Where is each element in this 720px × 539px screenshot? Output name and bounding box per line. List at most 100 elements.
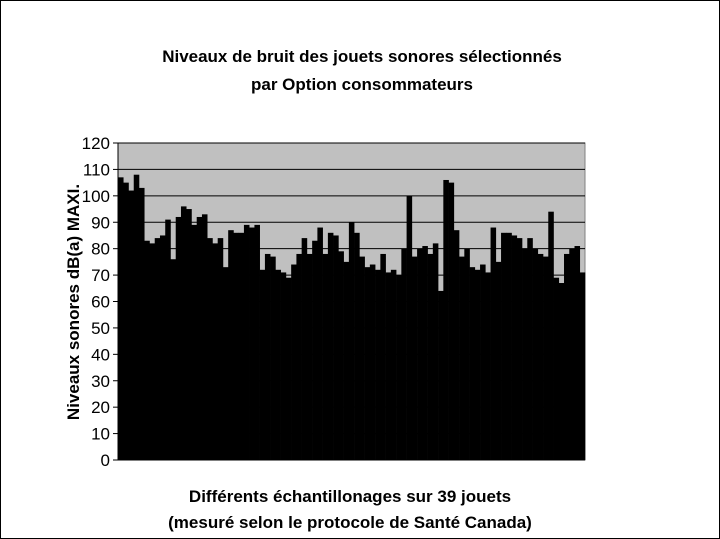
- bar: [175, 216, 182, 460]
- bar: [264, 253, 271, 460]
- bar: [417, 248, 423, 460]
- bar: [480, 264, 486, 460]
- bar: [464, 248, 470, 460]
- x-axis-title: Différents échantillonages sur 39 jouets: [189, 487, 511, 506]
- y-tick-label: 80: [91, 240, 110, 259]
- y-tick-label: 60: [91, 293, 110, 312]
- bar: [359, 256, 365, 460]
- bar: [427, 253, 434, 460]
- y-tick-label: 120: [82, 134, 110, 153]
- bar: [217, 238, 224, 460]
- bar: [432, 243, 439, 460]
- bar: [333, 235, 339, 460]
- bar: [485, 272, 491, 460]
- bar: [537, 253, 544, 460]
- bar: [270, 256, 276, 460]
- bar: [448, 182, 455, 460]
- bar: [238, 232, 245, 460]
- bar: [354, 232, 360, 460]
- bar: [438, 290, 444, 460]
- bar: [569, 248, 575, 460]
- bar: [191, 224, 198, 460]
- bar: [327, 232, 334, 460]
- bar: [527, 238, 533, 460]
- bar: [522, 248, 528, 460]
- bar: [338, 251, 344, 460]
- bar: [243, 224, 250, 460]
- bar: [348, 222, 355, 460]
- bar: [443, 179, 449, 460]
- bar: [249, 227, 255, 460]
- y-tick-label: 30: [91, 372, 110, 391]
- bar: [317, 227, 323, 460]
- bar: [296, 253, 302, 460]
- bar: [159, 235, 166, 460]
- bar: [180, 206, 187, 460]
- y-tick-label: 20: [91, 398, 110, 417]
- bar: [406, 195, 413, 461]
- bar: [343, 261, 350, 460]
- bar: [516, 238, 523, 460]
- bar: [301, 238, 308, 460]
- bar: [118, 177, 124, 460]
- bar: [149, 243, 156, 460]
- bar: [306, 253, 313, 460]
- y-axis-title: Niveaux sonores dB(a) MAXI.: [64, 184, 83, 420]
- chart-title: par Option consommateurs: [251, 75, 473, 94]
- bar: [233, 232, 239, 460]
- bar: [574, 246, 581, 460]
- bar: [579, 272, 586, 460]
- bar: [207, 238, 213, 460]
- bar: [490, 227, 497, 460]
- bar: [222, 267, 229, 460]
- x-axis-title: (mesuré selon le protocole de Santé Cana…: [168, 513, 532, 532]
- bar: [453, 230, 460, 460]
- bar: [280, 272, 287, 460]
- y-tick-label: 100: [82, 187, 110, 206]
- bar: [390, 269, 397, 460]
- bar: [548, 211, 554, 460]
- bar: [532, 248, 539, 460]
- y-tick-label: 110: [83, 160, 110, 179]
- bar: [186, 209, 192, 460]
- bar: [128, 190, 135, 461]
- bar: [380, 253, 386, 460]
- bar: [228, 230, 234, 460]
- bar: [154, 238, 161, 460]
- bar: [259, 269, 266, 460]
- bar: [212, 243, 218, 460]
- bar: [564, 253, 570, 460]
- bar: [396, 275, 402, 460]
- bar: [291, 264, 297, 460]
- bar: [144, 240, 150, 460]
- y-tick-label: 70: [91, 266, 110, 285]
- bar: [312, 240, 318, 460]
- bar: [138, 187, 145, 461]
- bar: [553, 277, 560, 460]
- bar: [375, 269, 381, 460]
- bar: [511, 235, 518, 460]
- bar: [165, 219, 171, 460]
- bar: [401, 248, 407, 460]
- bar: [495, 261, 502, 460]
- bar: [422, 246, 428, 460]
- chart-title: Niveaux de bruit des jouets sonores séle…: [162, 47, 562, 66]
- bar: [459, 256, 465, 460]
- y-tick-label: 0: [101, 451, 110, 470]
- y-tick-label: 40: [91, 345, 110, 364]
- bar: [254, 224, 260, 460]
- bar: [170, 259, 177, 460]
- bar: [558, 283, 565, 460]
- bar: [364, 267, 371, 460]
- y-tick-label: 50: [91, 319, 110, 338]
- bar: [201, 214, 208, 460]
- bar: [411, 256, 418, 460]
- bar: [123, 182, 129, 460]
- bar: [385, 272, 392, 460]
- bar: [501, 232, 507, 460]
- bar: [196, 216, 203, 460]
- y-tick-label: 90: [91, 213, 110, 232]
- bar: [506, 232, 512, 460]
- bar: [285, 277, 292, 460]
